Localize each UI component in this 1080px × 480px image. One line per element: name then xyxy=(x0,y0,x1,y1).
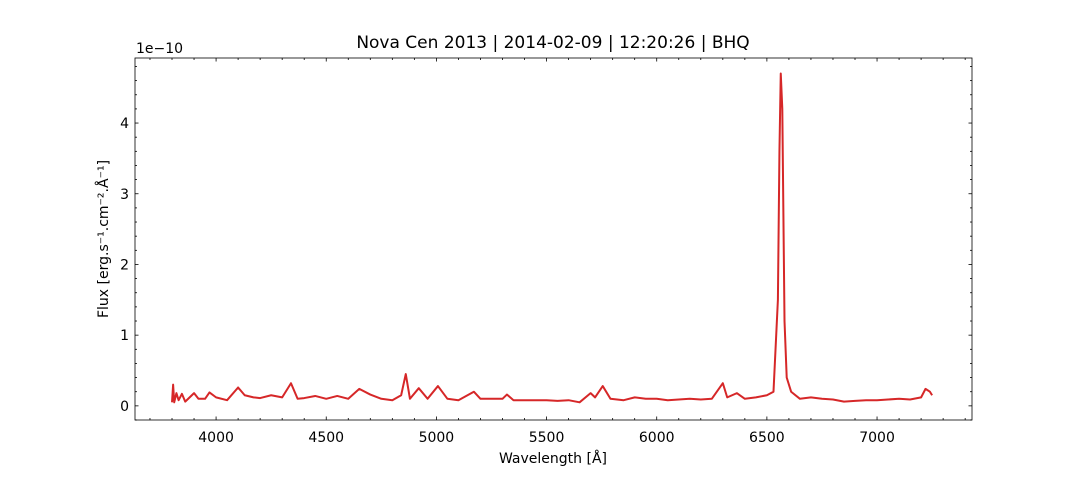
x-tick-label: 6500 xyxy=(749,430,785,446)
y-tick-label: 1 xyxy=(120,328,129,344)
y-tick-label: 2 xyxy=(120,257,129,273)
chart-title: Nova Cen 2013 | 2014-02-09 | 12:20:26 | … xyxy=(356,33,749,53)
y-tick-label: 3 xyxy=(120,187,129,203)
x-tick-label: 4500 xyxy=(308,430,344,446)
offset-label: 1e−10 xyxy=(136,41,183,57)
y-tick-label: 4 xyxy=(120,116,129,132)
y-tick-label: 0 xyxy=(120,399,129,415)
x-tick-label: 4000 xyxy=(198,430,234,446)
x-axis-label: Wavelength [Å] xyxy=(499,450,607,467)
plot-frame xyxy=(134,57,973,421)
y-axis-label: Flux [erg.s⁻¹.cm⁻².Å⁻¹] xyxy=(95,160,112,318)
x-tick-label: 6000 xyxy=(639,430,675,446)
spectrum-line xyxy=(171,72,933,404)
x-tick-label: 5500 xyxy=(529,430,565,446)
x-tick-label: 7000 xyxy=(859,430,895,446)
x-tick-label: 5000 xyxy=(419,430,455,446)
